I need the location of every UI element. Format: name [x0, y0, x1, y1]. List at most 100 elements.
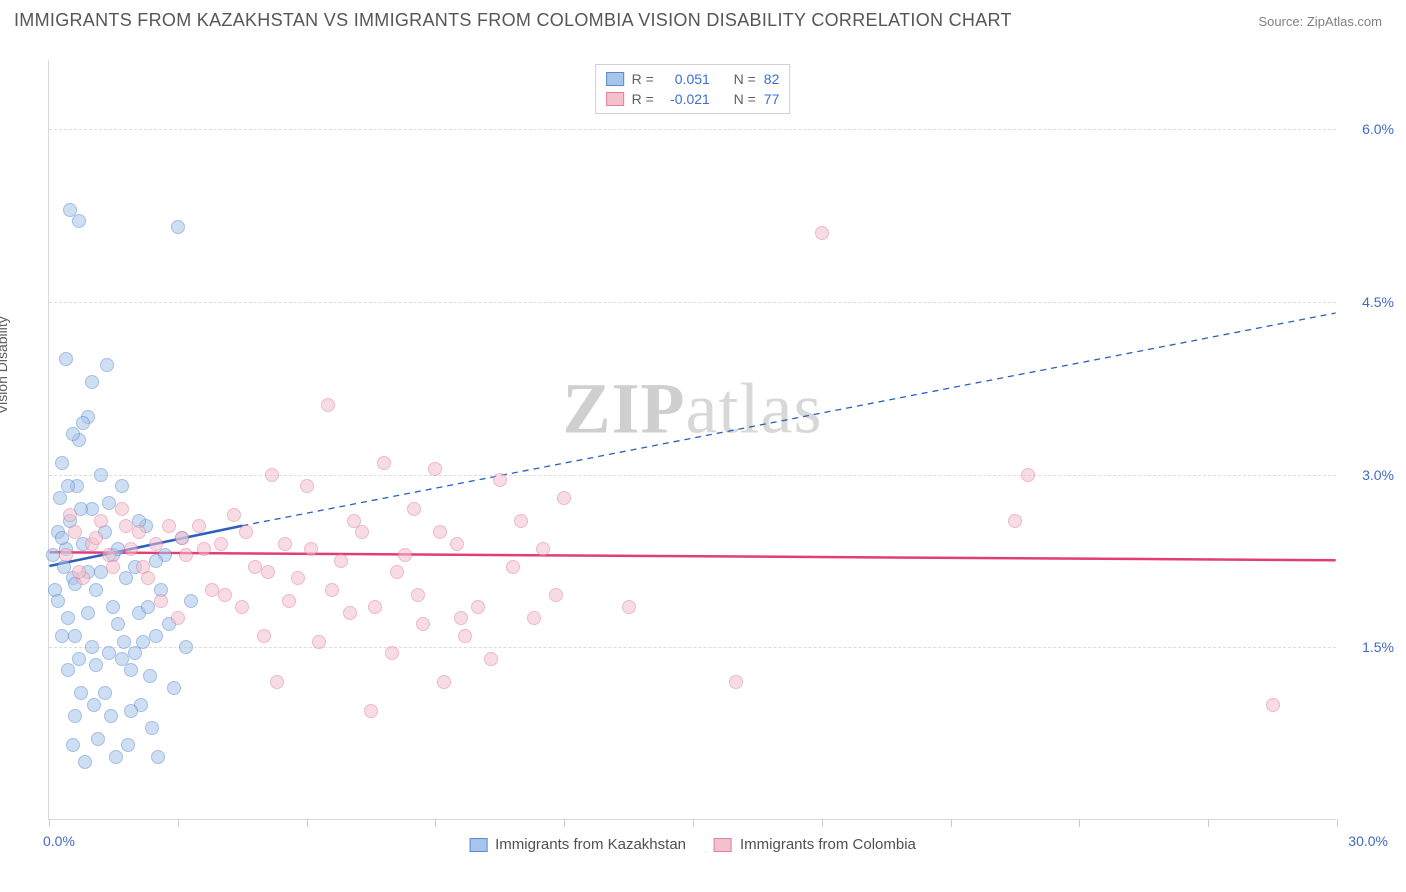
scatter-point	[192, 519, 206, 533]
scatter-point	[377, 456, 391, 470]
scatter-point	[145, 721, 159, 735]
x-tick-label: 30.0%	[1348, 833, 1388, 849]
scatter-point	[729, 675, 743, 689]
scatter-point	[493, 473, 507, 487]
scatter-point	[347, 514, 361, 528]
scatter-point	[78, 755, 92, 769]
scatter-point	[407, 502, 421, 516]
legend-row: R =-0.021 N = 77	[606, 89, 780, 109]
scatter-point	[61, 611, 75, 625]
source-attribution: Source: ZipAtlas.com	[1258, 14, 1382, 29]
scatter-point	[171, 220, 185, 234]
scatter-point	[72, 565, 86, 579]
scatter-point	[74, 686, 88, 700]
scatter-point	[89, 583, 103, 597]
scatter-point	[184, 594, 198, 608]
scatter-point	[291, 571, 305, 585]
scatter-point	[119, 519, 133, 533]
scatter-point	[132, 525, 146, 539]
scatter-point	[390, 565, 404, 579]
scatter-point	[59, 352, 73, 366]
scatter-point	[124, 542, 138, 556]
correlation-legend: R =0.051 N = 82R =-0.021 N = 77	[595, 64, 791, 114]
scatter-point	[484, 652, 498, 666]
scatter-point	[312, 635, 326, 649]
scatter-point	[343, 606, 357, 620]
scatter-point	[549, 588, 563, 602]
scatter-point	[143, 669, 157, 683]
y-tick-label: 4.5%	[1362, 294, 1394, 310]
scatter-point	[179, 548, 193, 562]
x-tick	[1208, 819, 1209, 827]
scatter-point	[124, 704, 138, 718]
scatter-point	[171, 611, 185, 625]
scatter-point	[81, 606, 95, 620]
gridline-horizontal	[49, 302, 1336, 303]
y-tick-label: 3.0%	[1362, 467, 1394, 483]
scatter-point	[218, 588, 232, 602]
scatter-point	[265, 468, 279, 482]
scatter-point	[167, 681, 181, 695]
scatter-point	[411, 588, 425, 602]
scatter-point	[61, 479, 75, 493]
scatter-point	[85, 375, 99, 389]
scatter-point	[59, 548, 73, 562]
x-tick	[1337, 819, 1338, 827]
scatter-point	[300, 479, 314, 493]
scatter-point	[117, 635, 131, 649]
scatter-point	[471, 600, 485, 614]
scatter-point	[557, 491, 571, 505]
scatter-point	[119, 571, 133, 585]
legend-swatch	[714, 838, 732, 852]
scatter-point	[115, 502, 129, 516]
scatter-point	[115, 652, 129, 666]
scatter-point	[121, 738, 135, 752]
scatter-point	[149, 537, 163, 551]
legend-label: Immigrants from Colombia	[740, 836, 916, 853]
scatter-point	[321, 398, 335, 412]
legend-item: Immigrants from Kazakhstan	[469, 836, 686, 853]
x-tick	[1079, 819, 1080, 827]
scatter-point	[149, 629, 163, 643]
scatter-point	[334, 554, 348, 568]
scatter-point	[104, 709, 118, 723]
scatter-point	[76, 416, 90, 430]
scatter-point	[100, 358, 114, 372]
legend-label: Immigrants from Kazakhstan	[495, 836, 686, 853]
scatter-point	[355, 525, 369, 539]
scatter-point	[109, 750, 123, 764]
scatter-point	[102, 646, 116, 660]
scatter-point	[53, 491, 67, 505]
y-tick-label: 1.5%	[1362, 639, 1394, 655]
scatter-point	[815, 226, 829, 240]
scatter-point	[304, 542, 318, 556]
gridline-horizontal	[49, 129, 1336, 130]
scatter-point	[136, 560, 150, 574]
gridline-horizontal	[49, 475, 1336, 476]
chart-title: IMMIGRANTS FROM KAZAKHSTAN VS IMMIGRANTS…	[14, 10, 1012, 31]
x-tick	[178, 819, 179, 827]
scatter-point	[398, 548, 412, 562]
gridline-horizontal	[49, 647, 1336, 648]
scatter-point	[98, 686, 112, 700]
x-tick	[49, 819, 50, 827]
scatter-point	[51, 594, 65, 608]
scatter-point	[214, 537, 228, 551]
scatter-point	[91, 732, 105, 746]
legend-swatch	[606, 92, 624, 106]
scatter-point	[94, 514, 108, 528]
scatter-point	[55, 531, 69, 545]
scatter-point	[89, 531, 103, 545]
scatter-point	[115, 479, 129, 493]
scatter-point	[536, 542, 550, 556]
scatter-point	[154, 594, 168, 608]
scatter-point	[1008, 514, 1022, 528]
x-tick	[435, 819, 436, 827]
x-tick	[951, 819, 952, 827]
scatter-point	[239, 525, 253, 539]
scatter-point	[102, 548, 116, 562]
scatter-point	[197, 542, 211, 556]
scatter-point	[454, 611, 468, 625]
scatter-point	[149, 554, 163, 568]
x-tick	[822, 819, 823, 827]
